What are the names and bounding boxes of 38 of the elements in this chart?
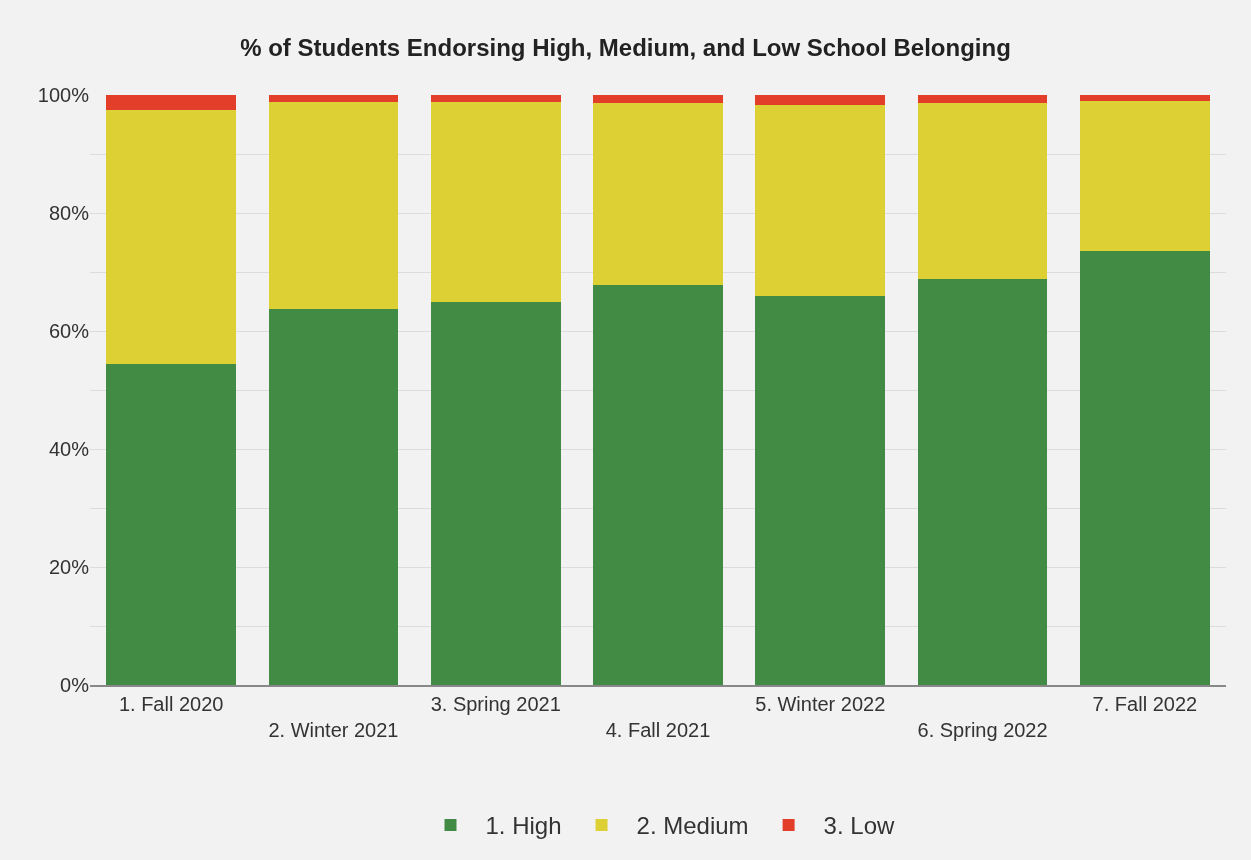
bar [755,296,886,685]
bar [1079,95,1210,101]
x-tick-label: 6. Spring 2022 [917,719,1048,741]
bar [755,105,886,297]
bar [430,301,561,685]
bar [430,102,561,302]
bar [593,284,723,685]
x-tick-label: 5. Winter 2022 [755,693,886,715]
x-tick-label: 4. Fall 2021 [605,719,711,741]
legend-label: 1. High [485,812,562,840]
bar [917,95,1048,104]
bar [106,95,237,111]
bar [593,103,723,285]
chart-title: % of Students Endorsing High, Medium, and Low School Belonging [240,33,1011,61]
bar [1079,100,1210,251]
bar [917,279,1048,685]
bar [268,102,399,309]
y-tick-label: 80% [48,202,90,224]
bar [106,110,237,365]
bar [268,308,399,685]
x-tick-label: 2. Winter 2021 [268,719,399,741]
y-tick-label: 20% [48,556,90,578]
bar [593,95,723,104]
x-tick-label: 3. Spring 2021 [430,693,561,715]
bar [755,95,886,106]
y-tick-label: 60% [48,320,90,342]
y-tick-label: 0% [60,674,90,696]
x-tick-label: 1. Fall 2020 [118,693,224,715]
y-tick-label: 40% [48,438,90,460]
bar [917,103,1048,280]
bar [106,364,237,685]
bar [430,95,561,103]
y-tick-label: 100% [37,84,90,106]
bar [1079,250,1210,685]
bar [268,95,399,103]
legend-label: 3. Low [823,812,895,840]
x-tick-label: 7. Fall 2022 [1092,693,1198,715]
legend-label: 2. Medium [636,812,749,840]
